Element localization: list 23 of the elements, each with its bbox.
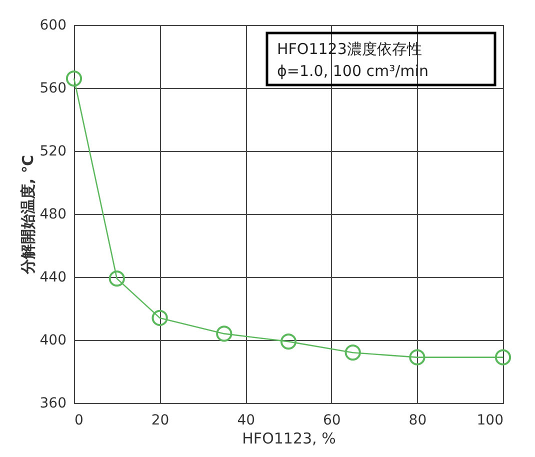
y-tick-label: 520 (40, 144, 66, 160)
point (344, 344, 361, 361)
point (409, 349, 426, 366)
y-tick-label: 600 (40, 18, 66, 34)
y-tick-label: 480 (40, 206, 66, 222)
point (108, 270, 125, 287)
y-tick-label: 440 (40, 270, 66, 286)
y-axis-title: 分解開始温度, ℃ (18, 154, 37, 276)
y-tick-label: 360 (40, 396, 66, 412)
x-tick-label: 40 (237, 412, 256, 428)
x-tick-label: 60 (322, 412, 341, 428)
point (494, 349, 512, 366)
x-tick-label: 80 (408, 412, 427, 428)
x-tick-label: 20 (151, 412, 170, 428)
x-tick-label: 0 (74, 412, 84, 428)
y-tick-label: 560 (40, 80, 66, 96)
point (66, 70, 82, 87)
point (280, 334, 297, 350)
x-tick-label: 100 (476, 412, 504, 428)
y-tick-label: 400 (40, 332, 66, 348)
x-axis-title: HFO1123, % (242, 430, 336, 448)
point (216, 326, 232, 342)
point (152, 310, 168, 326)
